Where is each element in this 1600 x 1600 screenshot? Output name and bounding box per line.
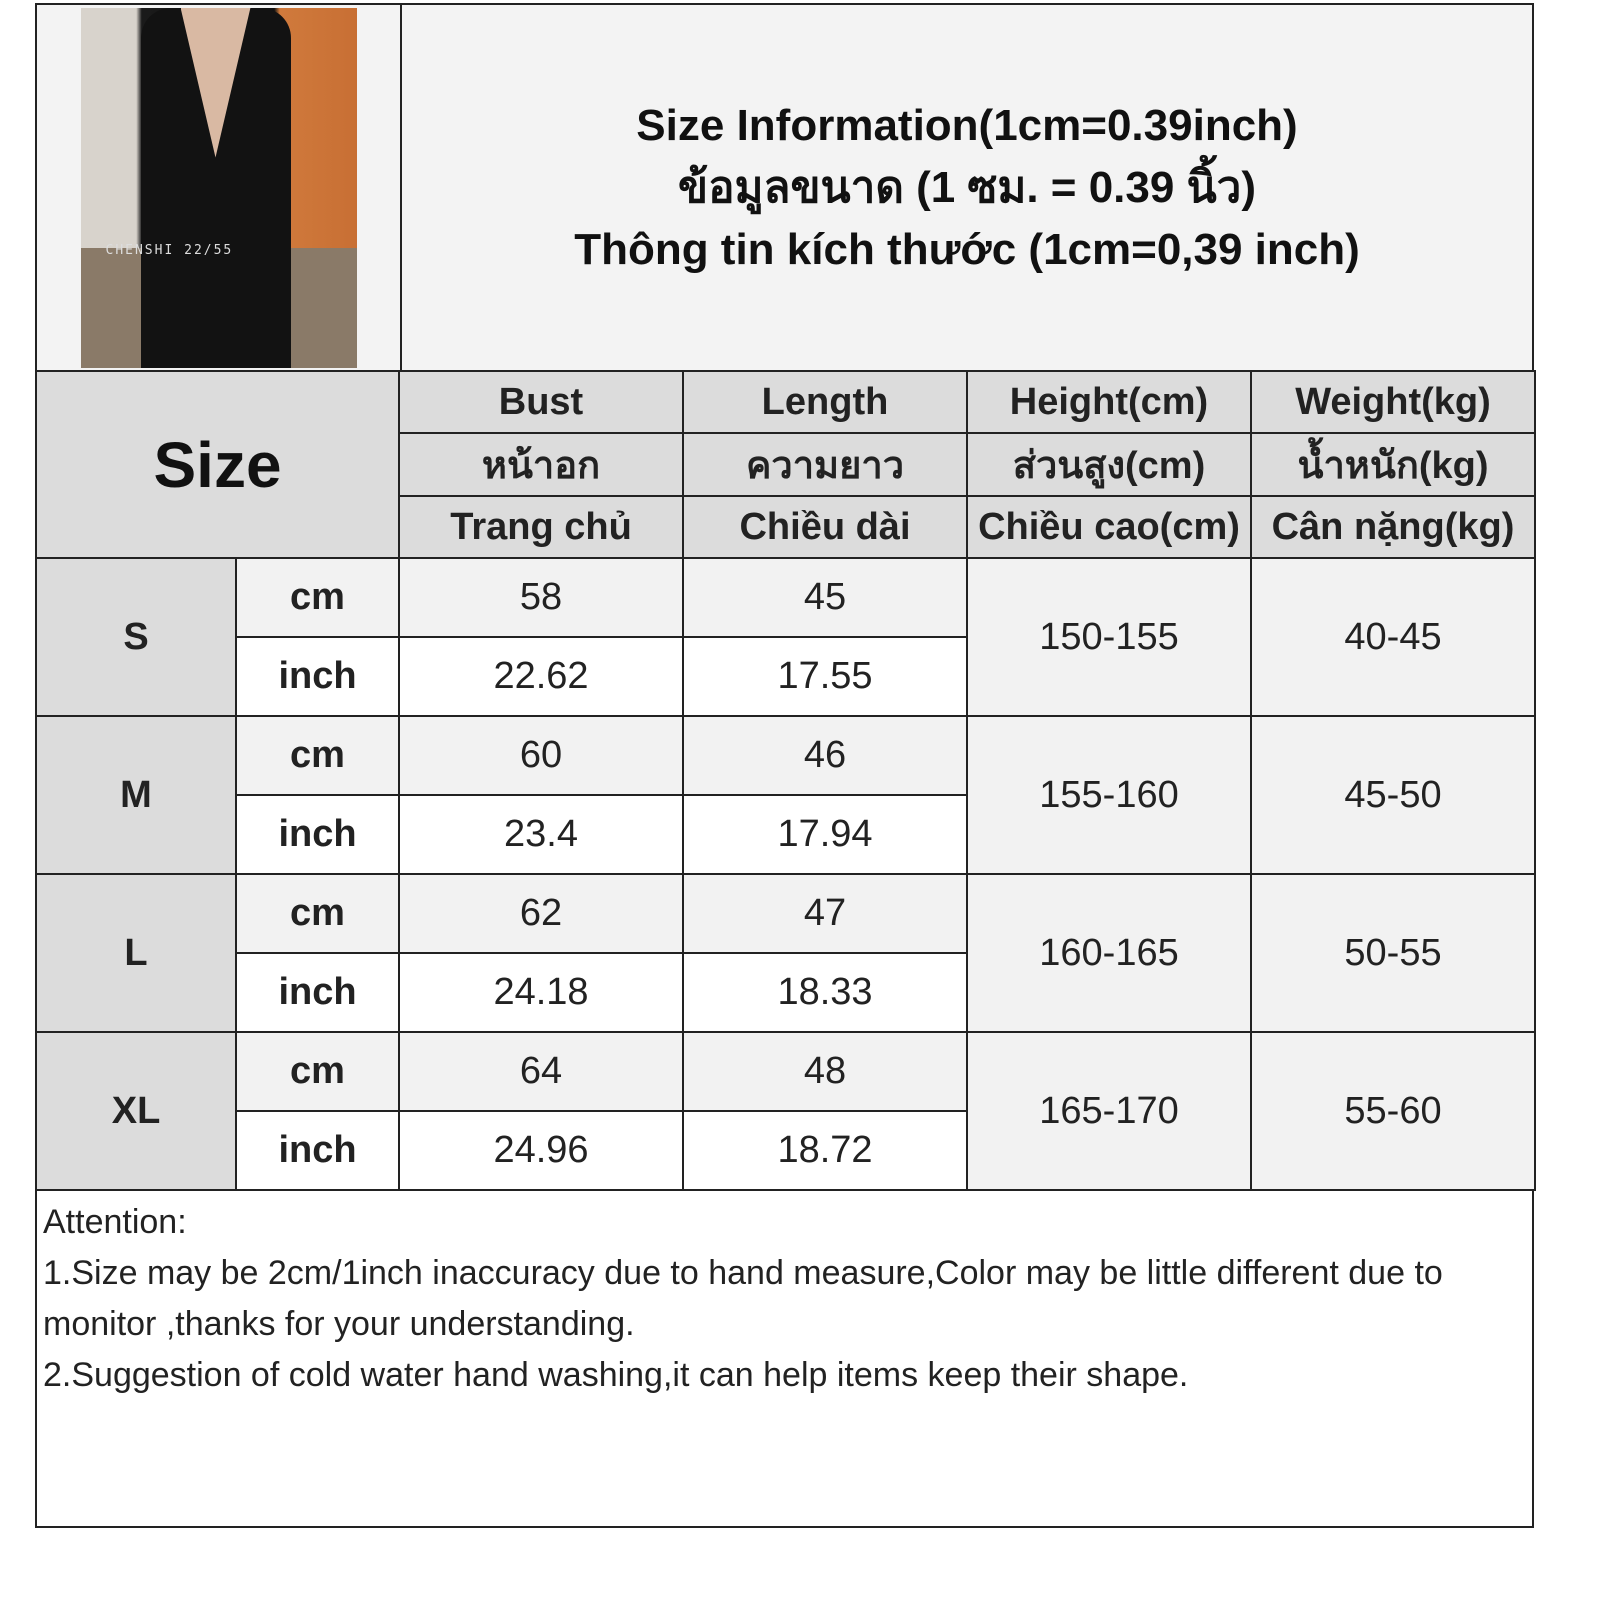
header-weight-vi: Cân nặng(kg) [1250, 495, 1536, 559]
height-range: 155-160 [966, 715, 1252, 875]
size-label: L [35, 873, 237, 1033]
table-row: S cm 58 45 150-155 40-45 [35, 557, 1536, 717]
header-length-en: Length [682, 370, 968, 434]
bust-cm: 62 [398, 873, 684, 954]
header-bust-th: หน้าอก [398, 432, 684, 497]
table-row: inch 22.62 17.55 [36, 636, 1535, 717]
length-inch: 17.94 [682, 794, 968, 875]
attention-notes: Attention: 1.Size may be 2cm/1inch inacc… [35, 1191, 1534, 1528]
header-height-en: Height(cm) [966, 370, 1252, 434]
notes-heading: Attention: [43, 1203, 187, 1241]
height-range: 165-170 [966, 1031, 1252, 1191]
size-chart: CHENSHI 22/55 Size Information(1cm=0.39i… [35, 3, 1536, 1528]
length-cm: 48 [682, 1031, 968, 1112]
header-height-vi: Chiều cao(cm) [966, 495, 1252, 559]
product-photo-cell: CHENSHI 22/55 [37, 5, 402, 370]
length-inch: 17.55 [682, 636, 968, 717]
size-label: XL [35, 1031, 237, 1191]
table-row: inch 24.18 18.33 [36, 952, 1535, 1033]
note-1: 1.Size may be 2cm/1inch inaccuracy due t… [43, 1254, 1443, 1343]
height-range: 150-155 [966, 557, 1252, 717]
bust-cm: 60 [398, 715, 684, 796]
weight-range: 45-50 [1250, 715, 1536, 875]
size-table: Size Bust Length Height(cm) Weight(kg) ห… [35, 370, 1536, 1191]
note-2: 2.Suggestion of cold water hand washing,… [43, 1356, 1189, 1394]
header-length-vi: Chiều dài [682, 495, 968, 559]
unit-inch: inch [235, 1110, 400, 1191]
size-label: M [35, 715, 237, 875]
weight-range: 50-55 [1250, 873, 1536, 1033]
header-height-th: ส่วนสูง(cm) [966, 432, 1252, 497]
length-inch: 18.72 [682, 1110, 968, 1191]
table-row: L cm 62 47 160-165 50-55 [35, 873, 1536, 1033]
title-vietnamese: Thông tin kích thước (1cm=0,39 inch) [574, 224, 1360, 274]
unit-inch: inch [235, 952, 400, 1033]
title-thai: ข้อมูลขนาด (1 ซม. = 0.39 นิ้ว) [677, 162, 1256, 212]
table-row: M cm 60 46 155-160 45-50 [35, 715, 1536, 875]
unit-cm: cm [235, 873, 400, 954]
table-row: XL cm 64 48 165-170 55-60 [35, 1031, 1536, 1191]
length-cm: 46 [682, 715, 968, 796]
table-row: inch 24.96 18.72 [36, 1110, 1535, 1191]
unit-cm: cm [235, 557, 400, 638]
size-label: S [35, 557, 237, 717]
weight-range: 55-60 [1250, 1031, 1536, 1191]
unit-inch: inch [235, 636, 400, 717]
length-cm: 47 [682, 873, 968, 954]
header-weight-th: น้ำหนัก(kg) [1250, 432, 1536, 497]
bust-cm: 64 [398, 1031, 684, 1112]
header-length-th: ความยาว [682, 432, 968, 497]
bust-inch: 24.18 [398, 952, 684, 1033]
header-bust-en: Bust [398, 370, 684, 434]
bust-inch: 23.4 [398, 794, 684, 875]
header-bust-vi: Trang chủ [398, 495, 684, 559]
bust-inch: 22.62 [398, 636, 684, 717]
size-information-title: Size Information(1cm=0.39inch) ข้อมูลขนา… [402, 5, 1532, 370]
photo-watermark: CHENSHI 22/55 [105, 242, 234, 258]
bust-cm: 58 [398, 557, 684, 638]
unit-inch: inch [235, 794, 400, 875]
bust-inch: 24.96 [398, 1110, 684, 1191]
unit-cm: cm [235, 1031, 400, 1112]
length-inch: 18.33 [682, 952, 968, 1033]
unit-cm: cm [235, 715, 400, 796]
title-english: Size Information(1cm=0.39inch) [636, 100, 1298, 150]
size-header: Size [35, 370, 400, 559]
weight-range: 40-45 [1250, 557, 1536, 717]
product-photo: CHENSHI 22/55 [80, 7, 357, 368]
header-weight-en: Weight(kg) [1250, 370, 1536, 434]
table-row: inch 23.4 17.94 [36, 794, 1535, 875]
header-area: CHENSHI 22/55 Size Information(1cm=0.39i… [35, 3, 1534, 370]
height-range: 160-165 [966, 873, 1252, 1033]
length-cm: 45 [682, 557, 968, 638]
